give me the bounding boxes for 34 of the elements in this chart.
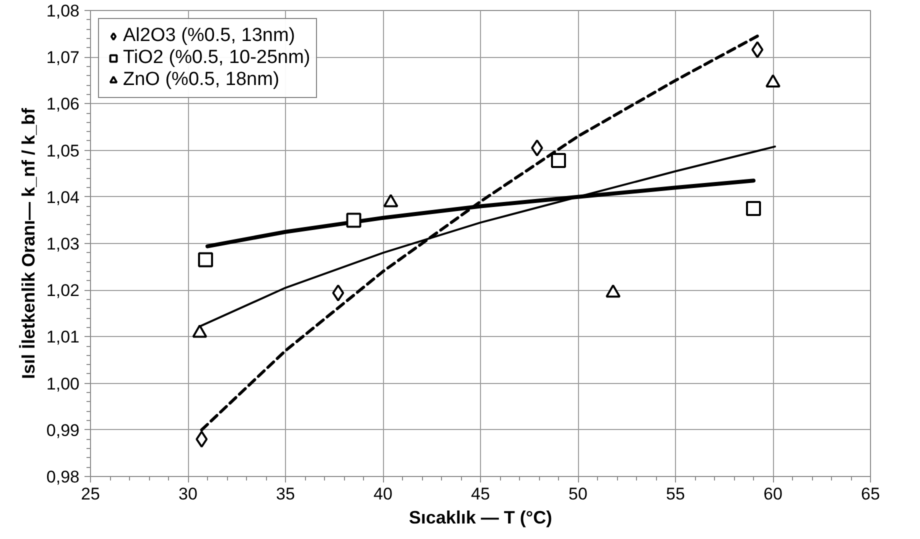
y-tick-label: 0,98 [46,468,80,486]
line-series [206,178,756,248]
point [746,201,761,216]
y-axis-title: Isıl İletkenlik Oranı— k_nf / k_bf [18,106,38,380]
x-tick-label: 50 [568,484,588,504]
point [196,430,208,448]
point [198,252,214,268]
x-tick-label: 45 [471,484,490,504]
legend-label: TiO2 (%0.5, 10-25nm) [123,47,310,69]
y-tick-label: 1,05 [46,141,80,160]
y-tick-label: 1,02 [46,281,80,300]
legend-label: Al2O3 (%0.5, 13nm) [123,25,296,47]
x-tick-label: 60 [764,484,782,504]
point [551,153,566,168]
y-tick-label: 1,06 [46,94,80,114]
legend-label: ZnO (%0.5, 18nm) [123,69,280,91]
y-tick-label: 1,07 [46,48,80,68]
x-tick-label: 25 [81,484,100,504]
point [751,41,764,58]
x-tick-label: 55 [666,484,685,504]
x-tick-label: 30 [178,484,198,504]
y-tick-label: 1,01 [46,328,80,347]
x-axis-title: Sıcaklık — T (°C) [408,508,552,528]
point [346,212,362,228]
point [332,284,344,302]
point [531,139,544,156]
y-tick-label: 1,08 [46,2,80,20]
y-tick-label: 1,04 [46,188,80,207]
x-tick-label: 35 [276,484,295,504]
y-tick-label: 0,99 [46,420,80,440]
x-tick-label: 65 [861,484,880,504]
y-tick-label: 1,00 [46,374,80,394]
x-tick-label: 40 [374,484,392,504]
y-tick-label: 1,03 [46,234,80,254]
